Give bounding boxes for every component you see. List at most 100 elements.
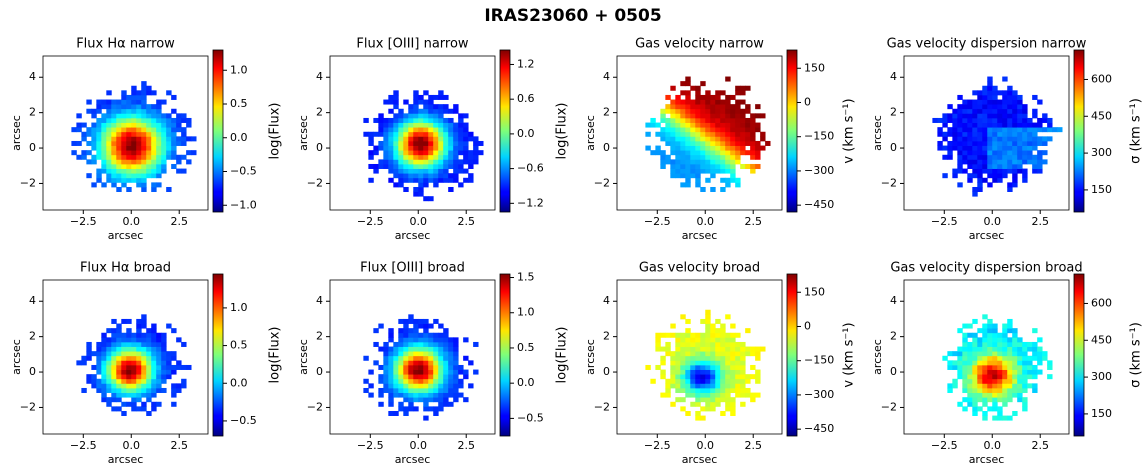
- map-pixel: [448, 117, 454, 123]
- map-pixel: [1012, 177, 1018, 183]
- map-pixel: [176, 159, 182, 165]
- map-pixel: [705, 355, 711, 361]
- map-pixel: [423, 168, 429, 174]
- map-pixel: [86, 355, 92, 361]
- map-pixel: [962, 131, 968, 137]
- map-pixel: [156, 387, 162, 393]
- x-tick-label: 2.5: [170, 215, 188, 228]
- map-pixel: [408, 332, 414, 338]
- map-pixel: [111, 346, 117, 352]
- map-pixel: [720, 337, 726, 343]
- map-pixel: [136, 323, 142, 329]
- map-pixel: [146, 150, 152, 156]
- map-pixel: [438, 163, 444, 169]
- map-pixel: [720, 355, 726, 361]
- map-pixel: [146, 397, 152, 403]
- map-pixel: [438, 177, 444, 183]
- map-pixel: [695, 415, 701, 421]
- map-pixel: [1022, 351, 1028, 357]
- map-pixel: [403, 346, 409, 352]
- map-pixel: [121, 369, 127, 375]
- map-pixel: [91, 182, 97, 188]
- map-pixel: [96, 131, 102, 137]
- map-pixel: [947, 364, 953, 370]
- map-pixel: [81, 355, 87, 361]
- map-pixel: [745, 122, 751, 128]
- map-pixel: [982, 351, 988, 357]
- map-pixel: [453, 122, 459, 128]
- map-pixel: [730, 131, 736, 137]
- map-pixel: [443, 351, 449, 357]
- map-pixel: [126, 337, 132, 343]
- map-pixel: [468, 159, 474, 165]
- map-pixel: [398, 406, 404, 412]
- map-pixel: [146, 136, 152, 142]
- map-pixel: [1022, 360, 1028, 366]
- map-pixel: [131, 332, 137, 338]
- map-pixel: [705, 140, 711, 146]
- map-pixel: [645, 145, 651, 151]
- map-pixel: [181, 113, 187, 119]
- map-pixel: [1022, 150, 1028, 156]
- map-pixel: [710, 323, 716, 329]
- map-pixel: [403, 392, 409, 398]
- map-pixel: [987, 364, 993, 370]
- map-pixel: [695, 355, 701, 361]
- map-pixel: [428, 332, 434, 338]
- map-pixel: [106, 117, 112, 123]
- map-pixel: [1002, 383, 1008, 389]
- map-pixel: [106, 177, 112, 183]
- map-pixel: [1002, 76, 1008, 82]
- map-pixel: [715, 104, 721, 110]
- map-pixel: [86, 374, 92, 380]
- map-pixel: [962, 387, 968, 393]
- map-pixel: [458, 364, 464, 370]
- map-pixel: [685, 337, 691, 343]
- map-pixel: [1012, 113, 1018, 119]
- map-pixel: [388, 383, 394, 389]
- map-pixel: [121, 122, 127, 128]
- map-pixel: [987, 397, 993, 403]
- map-pixel: [176, 337, 182, 343]
- map-pixel: [413, 328, 419, 334]
- map-pixel: [408, 113, 414, 119]
- map-pixel: [660, 374, 666, 380]
- map-pixel: [141, 406, 147, 412]
- map-pixel: [962, 104, 968, 110]
- map-pixel: [458, 136, 464, 142]
- map-pixel: [156, 99, 162, 105]
- map-pixel: [655, 341, 661, 347]
- map-pixel: [468, 131, 474, 137]
- map-pixel: [393, 131, 399, 137]
- map-pixel: [126, 154, 132, 160]
- map-pixel: [695, 140, 701, 146]
- map-pixel: [685, 104, 691, 110]
- map-pixel: [156, 346, 162, 352]
- map-pixel: [111, 328, 117, 334]
- map-pixel: [1032, 113, 1038, 119]
- map-pixel: [368, 163, 374, 169]
- map-pixel: [760, 346, 766, 352]
- map-pixel: [735, 355, 741, 361]
- map-pixel: [700, 94, 706, 100]
- map-pixel: [977, 387, 983, 393]
- map-pixel: [151, 173, 157, 179]
- map-pixel: [156, 374, 162, 380]
- map-pixel: [438, 173, 444, 179]
- map-pixel: [378, 163, 384, 169]
- map-pixel: [715, 108, 721, 114]
- map-pixel: [982, 378, 988, 384]
- map-pixel: [1002, 323, 1008, 329]
- map-pixel: [166, 140, 172, 146]
- map-pixel: [403, 163, 409, 169]
- map-pixel: [176, 113, 182, 119]
- map-pixel: [685, 99, 691, 105]
- map-pixel: [1032, 351, 1038, 357]
- map-pixel: [151, 186, 157, 192]
- map-pixel: [1007, 163, 1013, 169]
- map-pixel: [418, 140, 424, 146]
- map-pixel: [1027, 374, 1033, 380]
- map-pixel: [740, 127, 746, 133]
- map-pixel: [977, 186, 983, 192]
- map-pixel: [670, 99, 676, 105]
